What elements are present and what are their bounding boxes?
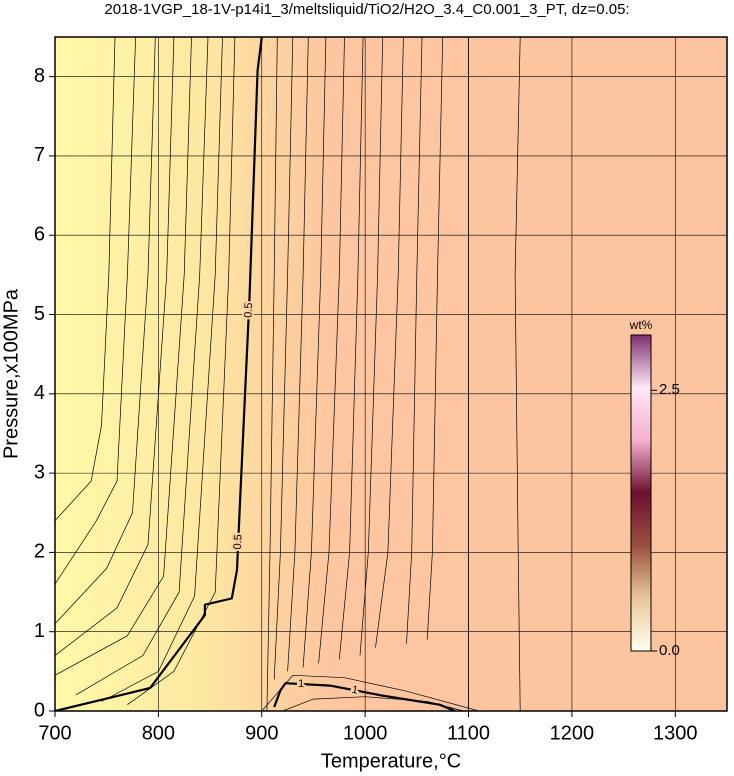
- contour-line: [406, 37, 423, 644]
- labeled-contour-line: [273, 682, 456, 711]
- x-tick-label: 900: [245, 722, 278, 744]
- x-tick-label: 700: [38, 722, 71, 744]
- contour-label: 0.5: [243, 302, 256, 318]
- labeled-contour-line: [55, 37, 263, 711]
- contour-line: [318, 37, 345, 664]
- y-tick-label: 6: [34, 224, 45, 246]
- contour-line: [75, 37, 209, 696]
- colorbar-label: wt%: [629, 318, 653, 332]
- y-tick-label: 3: [34, 461, 45, 483]
- contour-line: [302, 37, 327, 668]
- chart-title: 2018-1VGP_18-1V-p14i1_3/meltsliquid/TiO2…: [104, 1, 629, 18]
- contour-line: [266, 37, 278, 711]
- y-tick-label: 4: [34, 382, 45, 404]
- contour-line: [514, 37, 521, 711]
- colorbar-tick-label: 2.5: [659, 381, 680, 398]
- x-tick-label: 1200: [550, 722, 595, 744]
- colorbar-tick-label: 0.0: [659, 642, 680, 659]
- contour-line: [55, 37, 116, 521]
- x-tick-label: 1000: [343, 722, 388, 744]
- contour-line: [375, 37, 404, 648]
- contour-line: [55, 37, 192, 676]
- field: [55, 37, 727, 711]
- x-tick-label: 1100: [447, 722, 490, 744]
- contour-line: [273, 37, 294, 680]
- y-tick-label: 1: [34, 620, 45, 642]
- contour-label: 0.5: [232, 534, 245, 550]
- y-axis-label: Pressure,x100MPa: [0, 288, 22, 459]
- colorbar: [630, 334, 652, 652]
- x-axis-label: Temperature,°C: [321, 750, 461, 772]
- contour-line: [287, 37, 309, 672]
- contour-line: [55, 37, 175, 656]
- contour-line: [101, 37, 223, 702]
- y-tick-label: 8: [34, 65, 45, 87]
- y-tick-label: 0: [34, 699, 45, 721]
- contour-label: 1: [298, 678, 305, 690]
- contour-line: [127, 37, 236, 705]
- contour-line: [55, 37, 156, 625]
- y-tick-label: 2: [34, 541, 45, 563]
- x-tick-label: 1300: [653, 722, 698, 744]
- y-tick-label: 5: [34, 303, 45, 325]
- contour-line: [359, 37, 384, 656]
- plot-frame: [54, 36, 728, 712]
- x-tick-label: 800: [142, 722, 175, 744]
- contour-line: [338, 37, 364, 660]
- contour-line: [426, 37, 444, 640]
- contour-line: [55, 37, 136, 585]
- y-tick-label: 7: [34, 144, 45, 166]
